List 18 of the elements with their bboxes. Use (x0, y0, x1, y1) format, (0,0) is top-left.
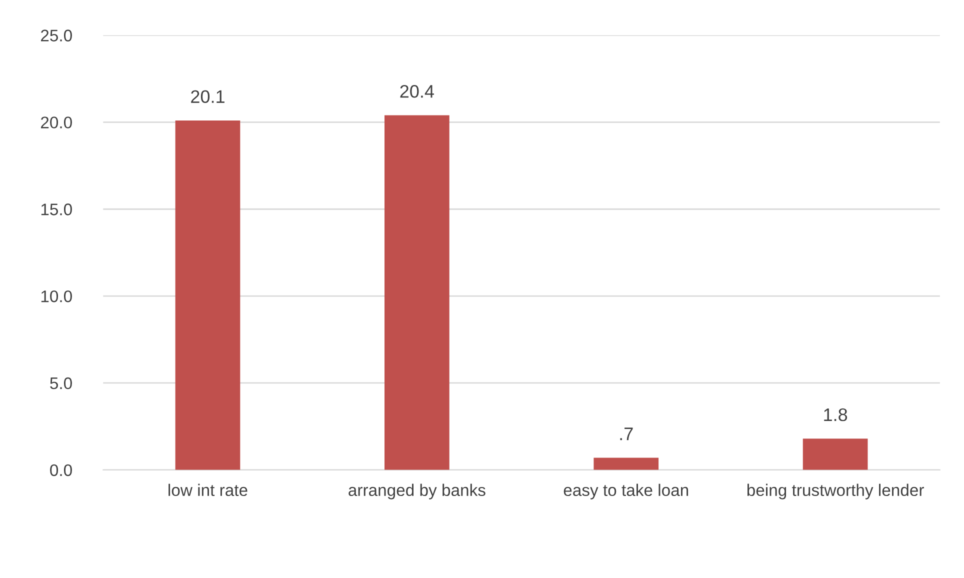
y-tick-label: 20.0 (40, 116, 72, 128)
data-label: 20.1 (191, 90, 224, 103)
x-tick-label: being trustworthy lender (747, 484, 924, 500)
y-tick-label: 10.0 (41, 290, 72, 302)
bar (384, 115, 450, 470)
y-tick-label: 15.0 (41, 204, 72, 216)
bar (594, 458, 659, 470)
data-label: .7 (620, 428, 633, 440)
x-tick-label: arranged by banks (348, 484, 486, 500)
bar (802, 438, 868, 470)
x-tick-label: low int rate (168, 484, 248, 496)
bar (175, 120, 240, 470)
y-tick-label: 5.0 (50, 377, 72, 390)
data-label: 20.4 (400, 84, 434, 98)
data-label: 1.8 (824, 408, 848, 422)
y-tick-label: 0.0 (50, 464, 72, 476)
y-tick-label: 25.0 (40, 30, 72, 42)
x-tick-label: easy to take loan (564, 484, 688, 500)
